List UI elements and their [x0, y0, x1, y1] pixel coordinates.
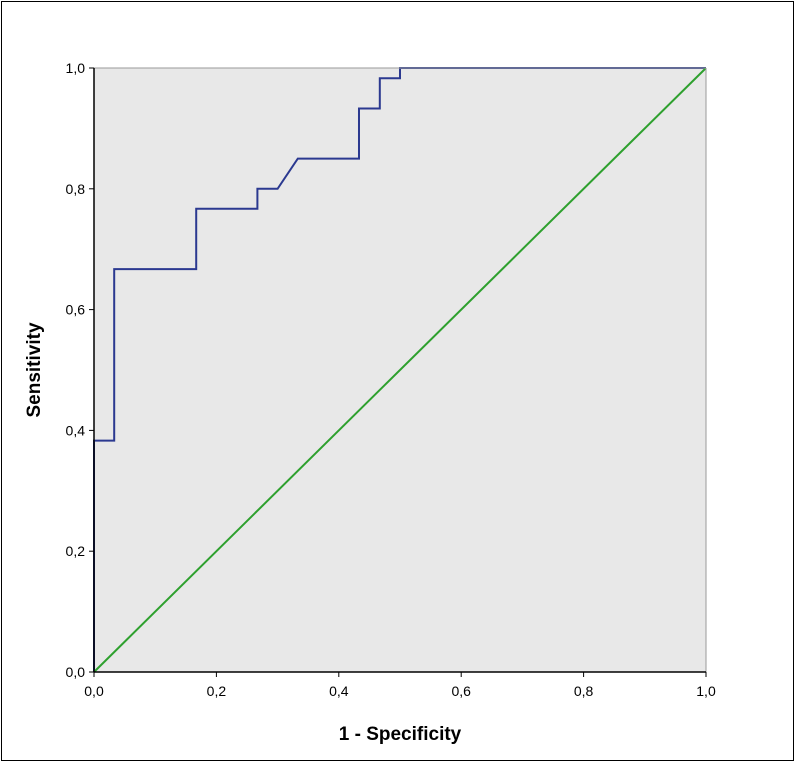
- x-tick-label: 0,0: [84, 683, 104, 699]
- y-tick-label: 0,4: [66, 422, 86, 438]
- y-tick-label: 0,6: [66, 302, 86, 318]
- y-tick-label: 0,8: [66, 181, 86, 197]
- x-tick-label: 0,6: [451, 683, 471, 699]
- y-tick-label: 0,0: [66, 664, 86, 680]
- axis-layer: 0,0 0,2 0,4 0,6 0,8 1,0 0,0 0,2 0,4 0,6 0,8 1,0: [66, 60, 716, 699]
- x-tick-label: 1,0: [696, 683, 716, 699]
- roc-curve: [93, 67, 706, 672]
- y-tick-label: 1,0: [66, 60, 86, 76]
- x-tick-label: 0,4: [329, 683, 349, 699]
- reference-line: [93, 67, 707, 673]
- series-layer: [93, 67, 707, 673]
- y-axis-title: Sensitivity: [24, 322, 45, 417]
- x-tick-label: 0,2: [207, 683, 227, 699]
- x-axis-title: 1 - Specificity: [339, 724, 462, 745]
- y-tick-label: 0,2: [66, 543, 86, 559]
- x-tick-label: 0,8: [574, 683, 594, 699]
